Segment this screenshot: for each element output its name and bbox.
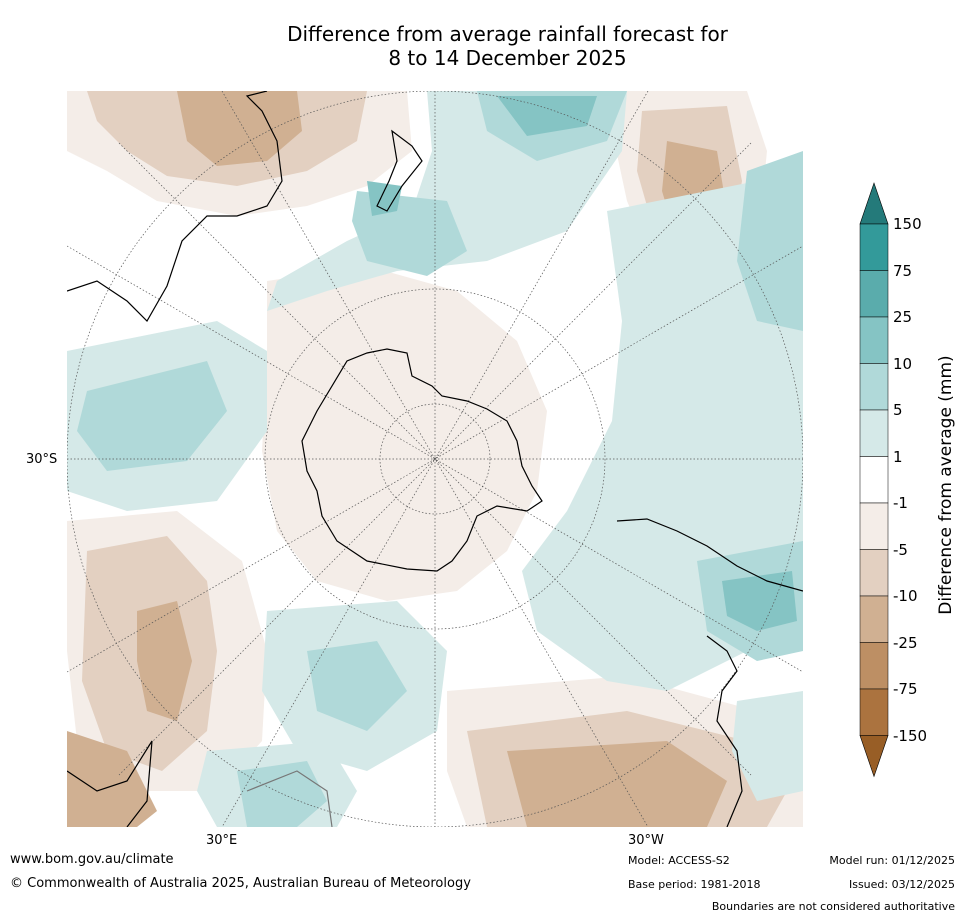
map-title: Difference from average rainfall forecas… (0, 22, 965, 70)
model-name: Model: ACCESS-S2 (628, 854, 730, 867)
colorbar-band (859, 688, 889, 736)
copyright-text: © Commonwealth of Australia 2025, Austra… (10, 876, 471, 891)
boundaries-disclaimer: Boundaries are not considered authoritat… (711, 900, 955, 913)
map-title-line1: Difference from average rainfall forecas… (287, 22, 728, 46)
colorbar-tick-label: 10 (893, 354, 913, 373)
wetter-than-average-regions (67, 91, 803, 827)
colorbar-band (859, 316, 889, 364)
colorbar-tick-label: -5 (893, 540, 908, 559)
lon-label-30w: 30°W (628, 833, 664, 848)
colorbar-tick-label: -1 (893, 494, 908, 512)
colorbar-band (859, 456, 889, 504)
colorbar-tick-label: 150 (893, 215, 922, 233)
antarctica-coastline (301, 348, 543, 572)
colorbar (859, 182, 889, 778)
map-title-line2: 8 to 14 December 2025 (388, 46, 627, 70)
colorbar-tick-label: 75 (893, 261, 913, 280)
colorbar-tick-label: -75 (893, 680, 918, 698)
colorbar-tick-label: -25 (893, 633, 918, 652)
graticule (67, 91, 803, 827)
colorbar-band (859, 642, 889, 690)
colorbar-band (859, 409, 889, 457)
lat-label-30s: 30°S (26, 452, 58, 467)
lon-label-30e: 30°E (206, 833, 238, 848)
colorbar-band (859, 549, 889, 597)
colorbar-extend-max (859, 182, 889, 225)
issued-date: Issued: 03/12/2025 (848, 878, 955, 891)
rainfall-anomaly-map (67, 91, 803, 827)
base-period: Base period: 1981-2018 (628, 878, 761, 891)
colorbar-band (859, 223, 889, 271)
colorbar-band (859, 502, 889, 550)
new-zealand-coastline (376, 129, 423, 212)
colorbar-tick-label: 25 (893, 308, 913, 326)
colorbar-band (859, 270, 889, 318)
website-link[interactable]: www.bom.gov.au/climate (10, 852, 174, 867)
model-run-date: Model run: 01/12/2025 (829, 854, 955, 867)
colorbar-tick-label: 1 (893, 447, 903, 466)
colorbar-tick-label: -150 (893, 726, 928, 745)
south-america-coastline (616, 518, 803, 827)
colorbar-band (859, 363, 889, 411)
colorbar-tick-label: 5 (893, 401, 903, 419)
australia-coastline (67, 91, 283, 322)
colorbar-tick-label: -10 (893, 587, 918, 605)
colorbar-band (859, 595, 889, 643)
africa-coastline (67, 740, 153, 827)
colorbar-extend-min (859, 735, 889, 778)
colorbar-title: Difference from average (mm) (936, 355, 956, 615)
coastlines (67, 91, 803, 827)
